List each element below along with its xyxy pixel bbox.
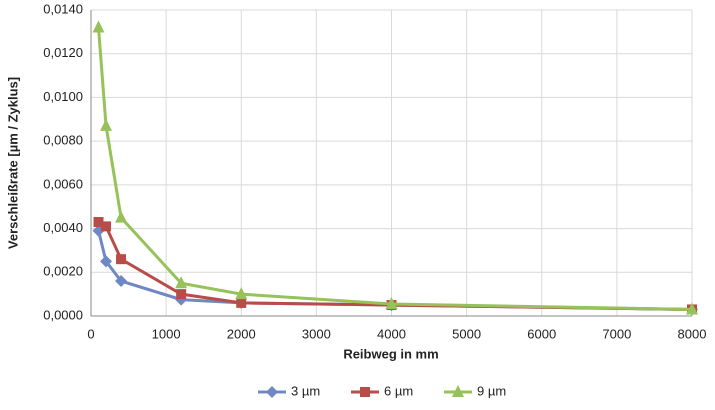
legend-marker: [360, 387, 370, 397]
data-point: [93, 217, 104, 228]
x-tick-label: 0: [87, 326, 94, 341]
data-point: [100, 255, 113, 268]
y-tick-label: 0,0060: [43, 176, 83, 191]
legend-marker: [266, 386, 278, 398]
y-tick-label: 0,0000: [43, 307, 83, 322]
y-tick-label: 0,0100: [43, 89, 83, 104]
data-point: [116, 254, 127, 265]
y-axis-title: Verschleißrate [µm / Zyklus]: [5, 77, 20, 249]
series-line: [97, 230, 693, 311]
y-tick-label: 0,0080: [43, 133, 83, 148]
series-line: [97, 220, 693, 311]
legend-label: 9 µm: [477, 383, 506, 398]
x-tick-label: 8000: [678, 326, 707, 341]
data-point: [385, 296, 398, 309]
data-point: [686, 302, 698, 315]
x-axis-title: Reibweg in mm: [343, 346, 438, 361]
data-point: [236, 297, 247, 308]
x-tick-label: 2000: [227, 326, 256, 341]
x-tick-label: 7000: [602, 326, 631, 341]
legend-label: 6 µm: [384, 383, 413, 398]
x-tick-label: 3000: [302, 326, 331, 341]
legend-label: 3 µm: [291, 383, 320, 398]
x-tick-label: 6000: [527, 326, 556, 341]
data-point: [115, 210, 128, 223]
data-point: [175, 276, 188, 289]
data-point: [100, 118, 113, 131]
y-tick-label: 0,0120: [43, 45, 83, 60]
x-tick-label: 5000: [452, 326, 481, 341]
data-point: [92, 20, 105, 33]
x-tick-label: 1000: [152, 326, 181, 341]
y-tick-label: 0,0020: [43, 264, 83, 279]
data-point: [115, 275, 128, 288]
data-point: [101, 221, 112, 232]
legend-marker: [452, 385, 464, 397]
data-point: [176, 289, 187, 300]
y-tick-label: 0,0040: [43, 220, 83, 235]
series-line: [97, 27, 693, 311]
data-point: [235, 287, 248, 300]
x-tick-label: 4000: [377, 326, 406, 341]
y-tick-label: 0,0140: [43, 1, 83, 16]
